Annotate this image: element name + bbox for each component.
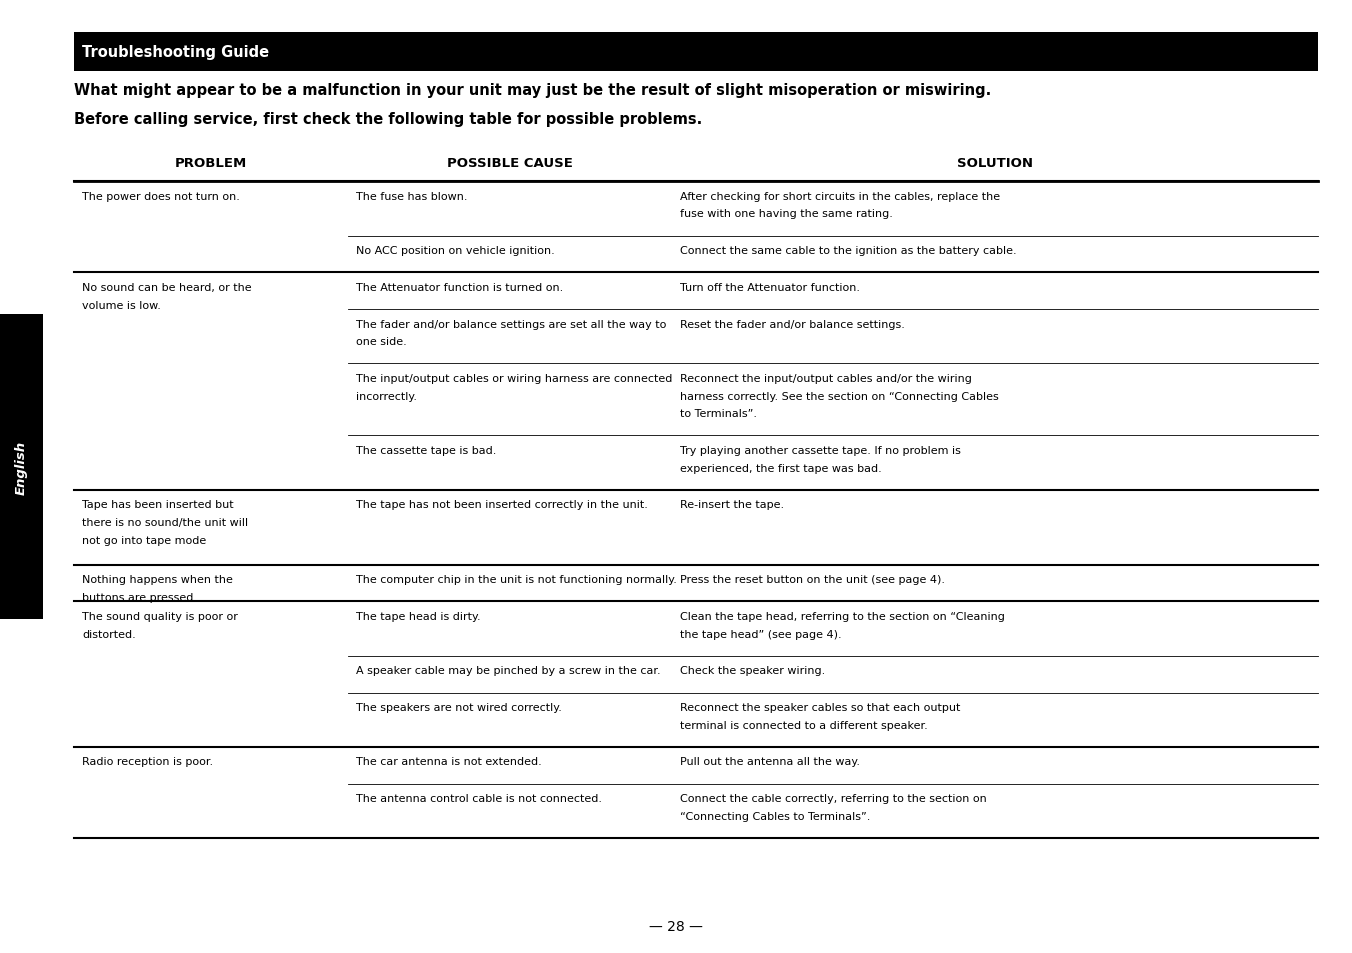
- Text: there is no sound/the unit will: there is no sound/the unit will: [82, 517, 249, 527]
- Text: English: English: [15, 440, 28, 494]
- Text: A speaker cable may be pinched by a screw in the car.: A speaker cable may be pinched by a scre…: [356, 666, 661, 676]
- Text: Connect the same cable to the ignition as the battery cable.: Connect the same cable to the ignition a…: [680, 246, 1017, 255]
- Text: Radio reception is poor.: Radio reception is poor.: [82, 757, 214, 766]
- Text: The Attenuator function is turned on.: The Attenuator function is turned on.: [356, 283, 564, 293]
- Text: PROBLEM: PROBLEM: [174, 157, 247, 171]
- Text: Tape has been inserted but: Tape has been inserted but: [82, 500, 234, 510]
- Text: buttons are pressed.: buttons are pressed.: [82, 593, 197, 602]
- Text: Reconnect the speaker cables so that each output: Reconnect the speaker cables so that eac…: [680, 702, 960, 712]
- Bar: [74, 33, 1318, 71]
- Text: The tape head is dirty.: The tape head is dirty.: [356, 612, 481, 621]
- Text: No sound can be heard, or the: No sound can be heard, or the: [82, 283, 251, 293]
- Text: Try playing another cassette tape. If no problem is: Try playing another cassette tape. If no…: [680, 446, 960, 456]
- Text: What might appear to be a malfunction in your unit may just be the result of sli: What might appear to be a malfunction in…: [74, 83, 991, 98]
- Text: After checking for short circuits in the cables, replace the: After checking for short circuits in the…: [680, 192, 999, 201]
- Text: fuse with one having the same rating.: fuse with one having the same rating.: [680, 210, 892, 219]
- Text: POSSIBLE CAUSE: POSSIBLE CAUSE: [446, 157, 573, 171]
- Text: not go into tape mode: not go into tape mode: [82, 536, 207, 545]
- Text: The antenna control cable is not connected.: The antenna control cable is not connect…: [356, 794, 602, 803]
- Text: The power does not turn on.: The power does not turn on.: [82, 192, 241, 201]
- Text: The fader and/or balance settings are set all the way to: The fader and/or balance settings are se…: [356, 319, 667, 329]
- Text: Re-insert the tape.: Re-insert the tape.: [680, 500, 784, 510]
- Text: harness correctly. See the section on “Connecting Cables: harness correctly. See the section on “C…: [680, 392, 998, 401]
- Text: No ACC position on vehicle ignition.: No ACC position on vehicle ignition.: [356, 246, 554, 255]
- Text: Clean the tape head, referring to the section on “Cleaning: Clean the tape head, referring to the se…: [680, 612, 1005, 621]
- Text: Connect the cable correctly, referring to the section on: Connect the cable correctly, referring t…: [680, 794, 986, 803]
- Text: Press the reset button on the unit (see page 4).: Press the reset button on the unit (see …: [680, 575, 945, 584]
- Text: terminal is connected to a different speaker.: terminal is connected to a different spe…: [680, 720, 927, 730]
- Text: The sound quality is poor or: The sound quality is poor or: [82, 612, 238, 621]
- Text: Turn off the Attenuator function.: Turn off the Attenuator function.: [680, 283, 860, 293]
- Text: Check the speaker wiring.: Check the speaker wiring.: [680, 666, 825, 676]
- Text: — 28 —: — 28 —: [649, 920, 703, 933]
- Text: to Terminals”.: to Terminals”.: [680, 409, 757, 418]
- Text: Reconnect the input/output cables and/or the wiring: Reconnect the input/output cables and/or…: [680, 374, 971, 383]
- Text: The cassette tape is bad.: The cassette tape is bad.: [356, 446, 496, 456]
- Text: one side.: one side.: [356, 337, 407, 347]
- Text: The tape has not been inserted correctly in the unit.: The tape has not been inserted correctly…: [356, 500, 648, 510]
- Bar: [0, 314, 43, 619]
- Text: volume is low.: volume is low.: [82, 300, 161, 310]
- Text: distorted.: distorted.: [82, 629, 137, 639]
- Text: Troubleshooting Guide: Troubleshooting Guide: [82, 45, 269, 60]
- Text: SOLUTION: SOLUTION: [957, 157, 1033, 171]
- Text: Before calling service, first check the following table for possible problems.: Before calling service, first check the …: [74, 112, 703, 127]
- Text: incorrectly.: incorrectly.: [356, 392, 418, 401]
- Text: the tape head” (see page 4).: the tape head” (see page 4).: [680, 629, 841, 639]
- Text: Pull out the antenna all the way.: Pull out the antenna all the way.: [680, 757, 860, 766]
- Text: The car antenna is not extended.: The car antenna is not extended.: [356, 757, 542, 766]
- Text: The computer chip in the unit is not functioning normally.: The computer chip in the unit is not fun…: [356, 575, 677, 584]
- Text: Nothing happens when the: Nothing happens when the: [82, 575, 234, 584]
- Text: The speakers are not wired correctly.: The speakers are not wired correctly.: [356, 702, 562, 712]
- Text: “Connecting Cables to Terminals”.: “Connecting Cables to Terminals”.: [680, 811, 869, 821]
- Text: Reset the fader and/or balance settings.: Reset the fader and/or balance settings.: [680, 319, 904, 329]
- Text: experienced, the first tape was bad.: experienced, the first tape was bad.: [680, 463, 882, 473]
- Text: The fuse has blown.: The fuse has blown.: [356, 192, 468, 201]
- Text: The input/output cables or wiring harness are connected: The input/output cables or wiring harnes…: [356, 374, 672, 383]
